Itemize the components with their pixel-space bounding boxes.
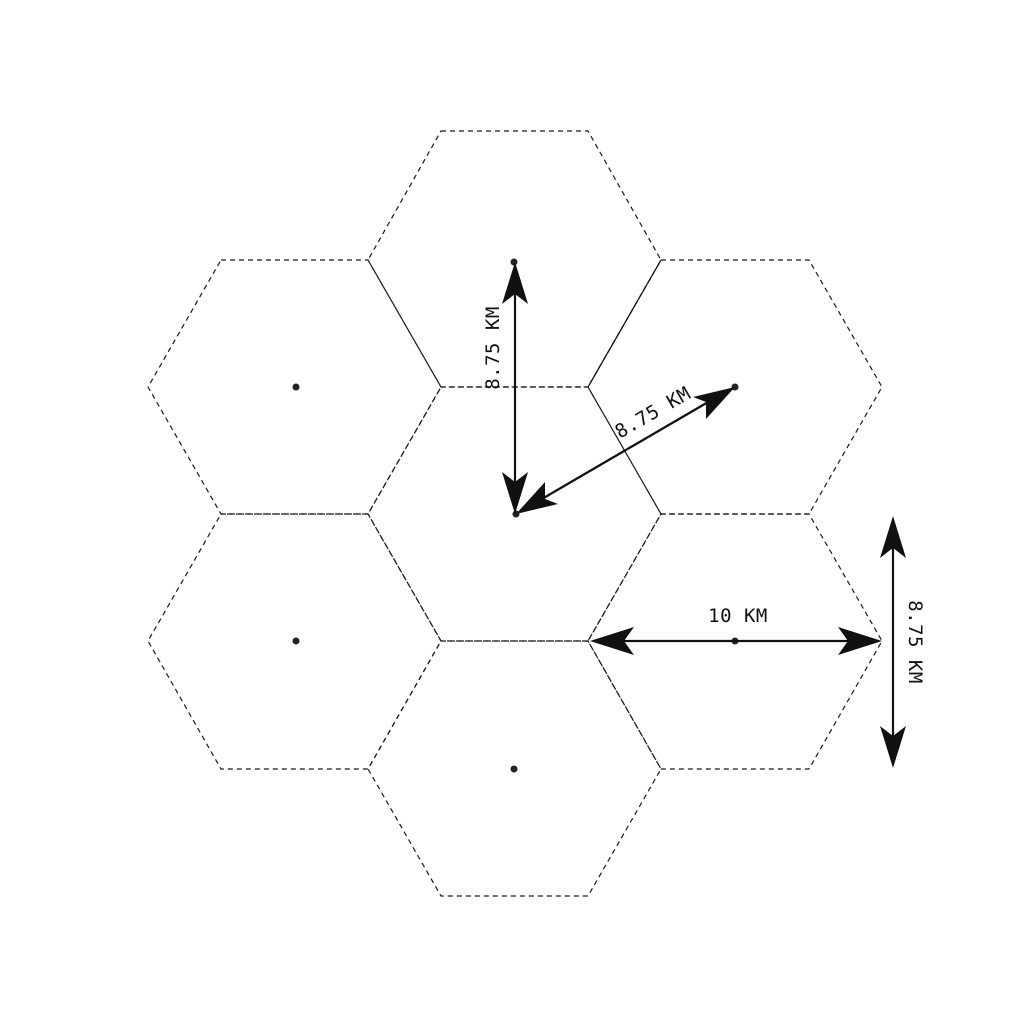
center-dot-lower-left — [292, 637, 300, 645]
height-arrow-head-bottom — [880, 726, 906, 768]
hexagon-cell-lower-left — [147, 513, 442, 770]
hexagon-cell-upper-left — [147, 259, 442, 515]
height-label: 8.75 KM — [904, 600, 926, 684]
vertical-arrow-head-bottom — [502, 472, 528, 514]
shared-edge-solid — [587, 259, 662, 388]
diagonal-arrow-shaft — [534, 397, 716, 504]
center-dot-bottom — [510, 765, 518, 773]
center-dot-top — [510, 258, 518, 266]
width-arrow-head-right — [838, 627, 882, 655]
diagonal-distance-arrow — [516, 387, 735, 514]
center-dot-upper-left — [292, 383, 300, 391]
width-arrow-head-left — [590, 627, 634, 655]
width-label: 10 KM — [708, 605, 768, 627]
vertical-distance-label: 8.75 KM — [482, 306, 504, 390]
hexagon-cell-bottom — [367, 640, 662, 897]
hexagon-cell-lower-right — [587, 513, 883, 770]
height-arrow — [880, 516, 906, 768]
width-arrow — [590, 627, 882, 655]
vertical-distance-arrow — [502, 262, 528, 514]
diagonal-arrow-head-upper — [693, 387, 735, 419]
hexagon-cell-upper-right — [587, 259, 883, 515]
height-arrow-head-top — [880, 516, 906, 558]
diagonal-arrow-head-lower — [516, 482, 558, 514]
vertical-arrow-head-top — [502, 262, 528, 304]
